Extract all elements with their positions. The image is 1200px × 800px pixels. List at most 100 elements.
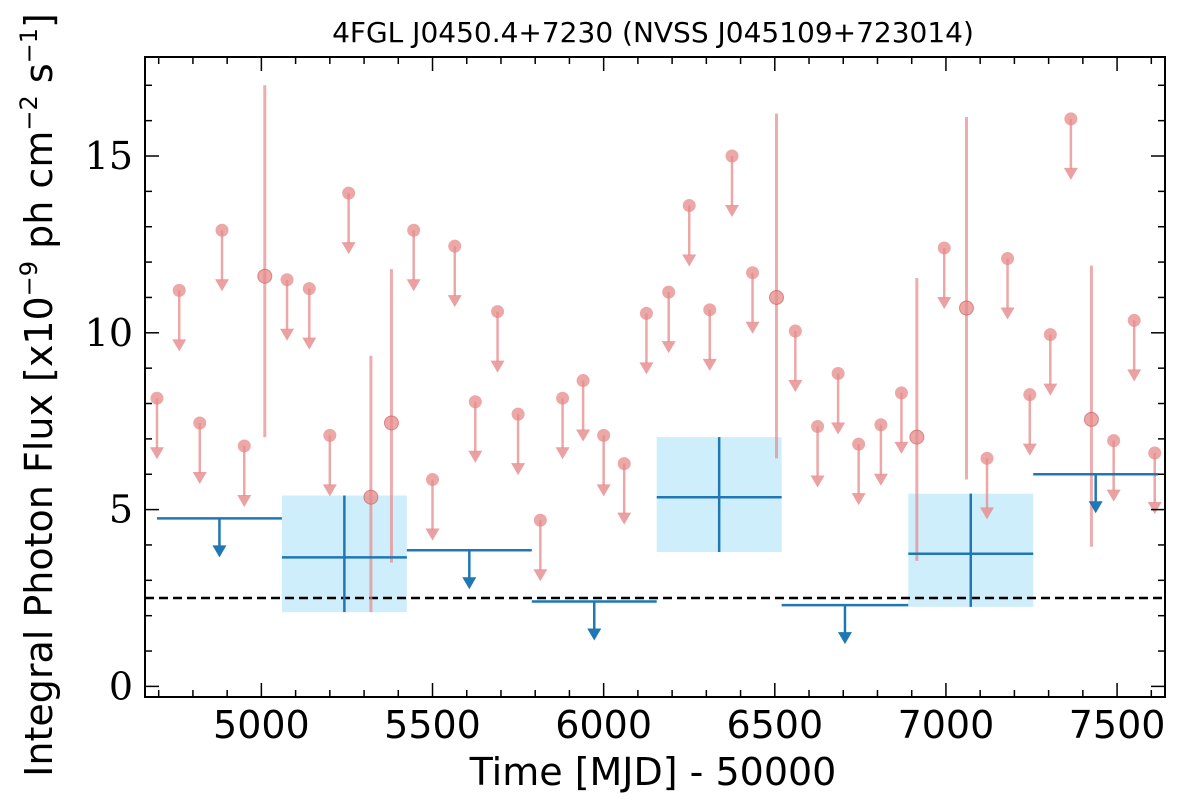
short-bin-upper-limit-arrowhead <box>937 296 952 309</box>
long-bin-upper-limit-arrowhead <box>1088 501 1103 514</box>
short-bin-point <box>363 489 379 505</box>
short-bin-point <box>257 268 273 284</box>
short-bin-upper-limit-point <box>811 420 825 434</box>
y-axis-label-exponent-1: −9 <box>15 261 43 296</box>
y-tick-label: 15 <box>85 134 133 178</box>
short-bin-upper-limit-point <box>980 451 994 465</box>
short-bin-upper-limit-point <box>511 407 525 421</box>
short-bin-upper-limit-arrowhead <box>215 279 230 292</box>
short-bin-upper-limit-point <box>682 199 696 213</box>
short-bin-upper-limit-arrowhead <box>980 507 995 520</box>
short-bin-upper-limit-arrowhead <box>322 484 337 497</box>
short-bin-upper-limit-arrowhead <box>725 205 740 218</box>
short-bin-upper-limit-arrowhead <box>468 450 483 463</box>
y-tick-label: 0 <box>109 664 133 708</box>
short-bin-upper-limit-point <box>831 366 845 380</box>
short-bin-upper-limit-point <box>150 391 164 405</box>
short-bin-upper-limit-point <box>323 428 337 442</box>
short-bin-upper-limit-point <box>874 418 888 432</box>
y-tick-label: 10 <box>85 311 133 355</box>
short-bin-upper-limit-point <box>448 239 462 253</box>
short-bin-upper-limit-arrowhead <box>406 279 421 292</box>
short-bin-upper-limit-point <box>491 305 505 319</box>
short-bin-upper-limit-arrowhead <box>596 484 611 497</box>
x-tick-label: 6000 <box>555 703 652 747</box>
short-bin-upper-limit-arrowhead <box>810 475 825 488</box>
short-bin-upper-limit-arrowhead <box>682 254 697 267</box>
short-bin-upper-limit-arrowhead <box>702 358 717 371</box>
short-bin-upper-limit-arrowhead <box>617 512 632 525</box>
short-bin-upper-limit-point <box>1001 252 1015 266</box>
y-tick-label: 5 <box>109 488 133 532</box>
short-bin-upper-limit-point <box>215 223 229 237</box>
short-bin-upper-limit-arrowhead <box>237 494 252 507</box>
short-bin-upper-limit-point <box>1107 434 1121 448</box>
short-bin-upper-limit-point <box>172 283 186 297</box>
short-bin-upper-limit-point <box>302 282 316 296</box>
x-tick-label: 5500 <box>384 703 481 747</box>
short-bin-upper-limit-arrowhead <box>302 337 317 350</box>
short-bin-point <box>958 300 974 316</box>
short-bin-upper-limit-arrowhead <box>280 328 295 341</box>
axis-ticks: 5000 5500 6000 6500 7000 7500 0 5 10 15 <box>85 57 1166 747</box>
short-bin-upper-limit-point <box>576 374 590 388</box>
chart-title: 4FGL J0450.4+7230 (NVSS J045109+723014) <box>332 16 974 49</box>
long-bin-upper-limit-arrowhead <box>212 545 227 558</box>
short-bin-upper-limit-arrowhead <box>555 447 570 460</box>
short-bin-upper-limit-point <box>237 439 251 453</box>
short-bin-upper-limit-point <box>533 513 547 527</box>
plot-area <box>145 85 1165 645</box>
long-bin-upper-limit-arrowhead <box>837 632 852 645</box>
short-bin-upper-limit-point <box>556 391 570 405</box>
short-bin-upper-limit-arrowhead <box>1106 489 1121 502</box>
short-bin-upper-limit-point <box>280 273 294 287</box>
plot-frame <box>144 56 1166 698</box>
short-bin-point <box>769 289 785 305</box>
short-bin-upper-limit-arrowhead <box>1147 502 1162 515</box>
short-bin-upper-limit-arrowhead <box>788 380 803 393</box>
short-bin-upper-limit-point <box>426 473 440 487</box>
short-bin-upper-limit-point <box>725 149 739 163</box>
short-bin-upper-limit-point <box>894 386 908 400</box>
short-bin-upper-limit-point <box>1148 446 1162 460</box>
short-bin-upper-limit-arrowhead <box>639 362 654 375</box>
y-axis-label: Integral Photon Flux [x10−9 ph cm−2 s−1] <box>15 13 61 777</box>
short-bin-upper-limit-arrowhead <box>576 429 591 442</box>
short-bin-upper-limit-arrowhead <box>1127 369 1142 382</box>
short-bin-upper-limit-point <box>639 306 653 320</box>
short-bin-upper-limit-arrowhead <box>1022 443 1037 456</box>
short-bin-upper-limit-point <box>342 186 356 200</box>
short-bin-upper-limit-arrowhead <box>1000 307 1015 320</box>
short-bin-upper-limit-arrowhead <box>533 569 548 582</box>
short-bin-upper-limit-point <box>937 241 951 255</box>
y-axis-label-exponent-3: −1 <box>15 28 43 63</box>
short-bin-upper-limit-arrowhead <box>745 321 760 334</box>
y-axis-label-mid: ph cm <box>17 131 61 261</box>
short-bin-upper-limit-point <box>1023 388 1037 402</box>
short-bin-upper-limit-arrowhead <box>1063 167 1078 180</box>
y-axis-label-exponent-2: −2 <box>15 95 43 130</box>
short-bin-point <box>383 415 399 431</box>
short-bin-upper-limit-point <box>662 285 676 299</box>
y-axis-label-s: s <box>17 63 61 95</box>
short-bin-upper-limit-arrowhead <box>149 447 164 460</box>
short-bin-upper-limit-arrowhead <box>341 242 356 255</box>
short-bin-upper-limit-arrowhead <box>1043 383 1058 396</box>
short-bin-upper-limit-point <box>788 324 802 338</box>
short-bin-upper-limit-arrowhead <box>661 341 676 354</box>
short-bin-upper-limit-point <box>1043 328 1057 342</box>
short-bin-upper-limit-arrowhead <box>873 473 888 486</box>
short-bin-upper-limit-arrowhead <box>490 360 505 373</box>
long-bin-upper-limit-arrowhead <box>587 628 602 641</box>
x-tick-label: 7000 <box>898 703 995 747</box>
short-bin-point <box>1083 411 1099 427</box>
short-bin-upper-limit-point <box>407 223 421 237</box>
short-bin-upper-limit-point <box>1064 112 1078 126</box>
long-bin-upper-limit-arrowhead <box>462 577 477 590</box>
short-bin-upper-limit-point <box>852 437 866 451</box>
y-axis-label-end: ] <box>17 13 61 28</box>
short-bin-upper-limit-arrowhead <box>851 493 866 506</box>
x-tick-label: 7500 <box>1069 703 1166 747</box>
short-bin-upper-limit-point <box>703 303 717 317</box>
